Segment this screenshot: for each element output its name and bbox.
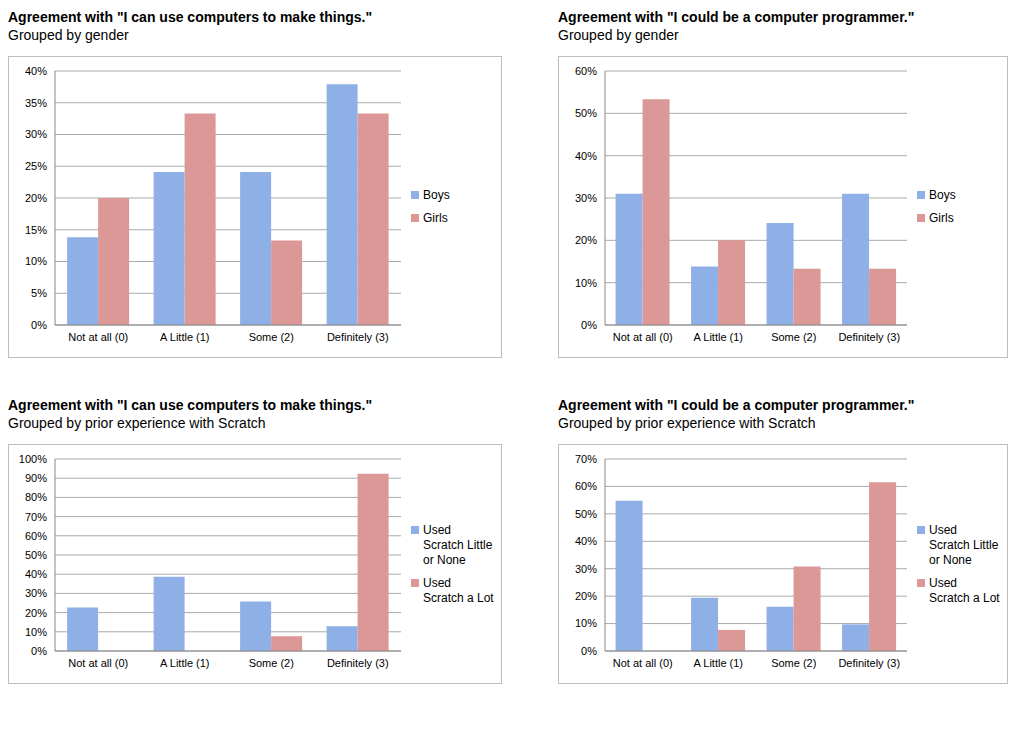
svg-text:A Little (1): A Little (1) [693,331,743,343]
svg-text:40%: 40% [575,150,597,162]
svg-text:A Little (1): A Little (1) [693,657,743,669]
svg-text:35%: 35% [25,97,47,109]
html-text:Boys: Boys [423,188,450,202]
svg-text:25%: 25% [25,160,47,172]
svg-text:Some (2): Some (2) [249,331,294,343]
svg-text:60%: 60% [25,530,47,542]
svg-text:A Little (1): A Little (1) [160,657,210,669]
svg-text:20%: 20% [25,192,47,204]
svg-text:40%: 40% [25,65,47,77]
svg-text:40%: 40% [25,568,47,580]
svg-text:0%: 0% [31,645,47,657]
svg-text:30%: 30% [25,128,47,140]
html-text:Agreement with "I could be a c: Agreement with "I could be a computer pr… [558,9,915,25]
html-text:Girls: Girls [929,211,954,225]
html-text:Agreement with "I can use comp: Agreement with "I can use computers to m… [8,9,373,25]
svg-text:60%: 60% [575,480,597,492]
svg-text:0%: 0% [581,645,597,657]
svg-text:Some (2): Some (2) [771,657,816,669]
svg-text:40%: 40% [575,535,597,547]
svg-text:80%: 80% [25,491,47,503]
svg-text:Some (2): Some (2) [771,331,816,343]
svg-text:Definitely (3): Definitely (3) [838,331,900,343]
svg-text:70%: 70% [25,511,47,523]
svg-text:20%: 20% [575,590,597,602]
svg-text:Not at all (0): Not at all (0) [68,331,128,343]
svg-text:30%: 30% [575,192,597,204]
html-text:Used Scratch Little or None: Used Scratch Little or None [423,522,493,567]
svg-text:15%: 15% [25,224,47,236]
svg-text:Not at all (0): Not at all (0) [613,657,673,669]
svg-text:20%: 20% [575,234,597,246]
svg-text:30%: 30% [25,587,47,599]
svg-text:A Little (1): A Little (1) [160,331,210,343]
svg-text:5%: 5% [31,287,47,299]
html-text:Used Scratch a Lot: Used Scratch a Lot [929,575,1000,605]
svg-text:Definitely (3): Definitely (3) [327,657,389,669]
svg-text:70%: 70% [575,453,597,465]
svg-text:Definitely (3): Definitely (3) [838,657,900,669]
svg-text:0%: 0% [31,319,47,331]
svg-text:10%: 10% [575,617,597,629]
html-text:Grouped by prior experience wi: Grouped by prior experience with Scratch [558,415,816,431]
svg-text:Not at all (0): Not at all (0) [613,331,673,343]
html-text:Agreement with "I can use comp: Agreement with "I can use computers to m… [8,397,373,413]
html-text:Used Scratch Little or None: Used Scratch Little or None [929,522,999,567]
html-text:Grouped by gender: Grouped by gender [8,27,129,43]
svg-text:Definitely (3): Definitely (3) [327,331,389,343]
svg-text:50%: 50% [575,107,597,119]
html-text:Grouped by prior experience wi: Grouped by prior experience with Scratch [8,415,266,431]
html-text:Girls: Girls [423,211,448,225]
html-text:Boys: Boys [929,188,956,202]
svg-text:50%: 50% [575,508,597,520]
svg-text:10%: 10% [25,255,47,267]
svg-text:10%: 10% [575,277,597,289]
svg-text:Some (2): Some (2) [249,657,294,669]
html-text:Used Scratch a Lot: Used Scratch a Lot [423,575,494,605]
html-text:Agreement with "I could be a c: Agreement with "I could be a computer pr… [558,397,915,413]
svg-text:20%: 20% [25,607,47,619]
svg-text:60%: 60% [575,65,597,77]
svg-text:100%: 100% [19,453,47,465]
svg-text:50%: 50% [25,549,47,561]
svg-text:30%: 30% [575,563,597,575]
svg-text:10%: 10% [25,626,47,638]
svg-text:Not at all (0): Not at all (0) [68,657,128,669]
svg-text:0%: 0% [581,319,597,331]
svg-text:90%: 90% [25,472,47,484]
html-text:Grouped by gender: Grouped by gender [558,27,679,43]
